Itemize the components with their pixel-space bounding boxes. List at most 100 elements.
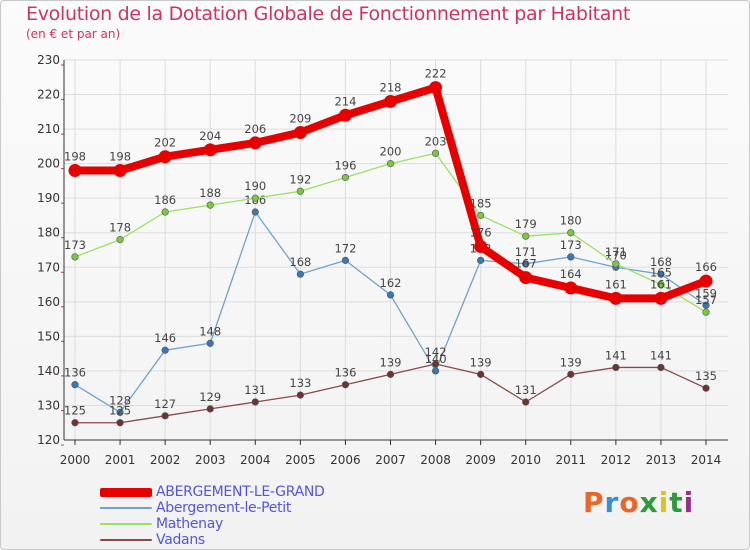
x-tick-label: 2009 bbox=[465, 453, 496, 467]
data-point-mathenay bbox=[116, 236, 124, 244]
data-label-vadans: 125 bbox=[109, 404, 131, 418]
data-point-abergement-le-petit bbox=[206, 339, 214, 347]
data-label-abergement-le-petit: 170 bbox=[605, 248, 627, 262]
data-point-abergement-le-grand bbox=[654, 291, 668, 305]
proxiti-logo: Proxiti bbox=[583, 486, 694, 519]
chart-subtitle: (en € et par an) bbox=[26, 27, 121, 41]
data-label-abergement-le-grand: 214 bbox=[334, 94, 356, 108]
data-label-mathenay: 165 bbox=[650, 266, 672, 280]
data-point-abergement-le-grand bbox=[203, 143, 217, 157]
x-tick-label: 2006 bbox=[330, 453, 361, 467]
legend-swatch bbox=[100, 487, 152, 497]
data-point-abergement-le-petit bbox=[702, 301, 710, 309]
data-point-mathenay bbox=[567, 229, 575, 237]
legend-label: ABERGEMENT-LE-GRAND bbox=[156, 484, 325, 500]
y-tick-label: 150 bbox=[37, 329, 60, 343]
data-label-vadans: 131 bbox=[515, 383, 537, 397]
data-label-abergement-le-petit: 168 bbox=[650, 255, 672, 269]
data-point-mathenay bbox=[341, 173, 350, 182]
data-point-vadans bbox=[386, 370, 395, 378]
y-tick-label: 140 bbox=[37, 364, 60, 378]
data-label-abergement-le-grand: 166 bbox=[695, 260, 717, 274]
data-point-mathenay bbox=[431, 149, 440, 157]
data-point-mathenay bbox=[386, 160, 395, 168]
data-label-abergement-le-grand: 164 bbox=[560, 267, 582, 281]
data-label-mathenay: 186 bbox=[154, 193, 176, 207]
legend-swatch bbox=[100, 523, 152, 525]
data-label-mathenay: 178 bbox=[109, 221, 131, 235]
data-label-abergement-le-grand: 206 bbox=[244, 122, 266, 136]
data-point-abergement-le-grand bbox=[248, 136, 262, 150]
data-point-mathenay bbox=[296, 187, 304, 195]
data-label-abergement-le-grand: 209 bbox=[289, 112, 311, 126]
y-tick-label: 160 bbox=[37, 295, 60, 309]
legend-swatch bbox=[100, 507, 152, 509]
data-label-mathenay: 185 bbox=[470, 196, 492, 210]
logo-letter: i bbox=[658, 486, 670, 519]
data-label-abergement-le-grand: 198 bbox=[109, 150, 131, 164]
data-label-abergement-le-petit: 148 bbox=[199, 324, 221, 338]
data-point-abergement-le-grand bbox=[338, 108, 352, 122]
y-tick-label: 210 bbox=[37, 122, 60, 136]
logo-letter: t bbox=[669, 486, 684, 519]
y-tick-label: 230 bbox=[37, 53, 60, 67]
x-tick-label: 2005 bbox=[285, 453, 316, 467]
data-point-vadans bbox=[116, 419, 124, 427]
data-label-mathenay: 171 bbox=[605, 245, 627, 259]
data-point-vadans bbox=[567, 370, 575, 378]
data-point-abergement-le-grand bbox=[384, 94, 397, 108]
x-tick-label: 2001 bbox=[105, 453, 136, 467]
data-point-vadans bbox=[477, 370, 485, 378]
data-point-abergement-le-petit bbox=[71, 381, 79, 389]
data-point-vadans bbox=[341, 381, 350, 389]
data-point-vadans bbox=[522, 398, 530, 406]
data-label-abergement-le-petit: 173 bbox=[560, 238, 582, 252]
y-tick-label: 130 bbox=[37, 398, 60, 412]
data-point-abergement-le-grand bbox=[519, 271, 533, 285]
legend-label: Mathenay bbox=[156, 516, 223, 532]
data-label-vadans: 136 bbox=[334, 366, 356, 380]
data-label-abergement-le-grand: 198 bbox=[64, 150, 86, 164]
line-chart: 120 130 140 150 160 170 180 190 200 210 220 230 2000… bbox=[37, 53, 728, 467]
data-label-vadans: 127 bbox=[154, 397, 176, 411]
data-label-abergement-le-petit: 171 bbox=[515, 245, 537, 259]
x-tick-label: 2012 bbox=[601, 453, 632, 467]
data-point-vadans bbox=[296, 391, 304, 399]
logo-letter: P bbox=[583, 486, 605, 519]
data-point-vadans bbox=[71, 419, 79, 427]
data-label-vadans: 125 bbox=[64, 404, 86, 418]
data-label-mathenay: 200 bbox=[380, 145, 402, 159]
data-point-abergement-le-petit bbox=[251, 208, 259, 216]
data-label-abergement-le-petit: 162 bbox=[380, 276, 402, 290]
logo-letter: x bbox=[639, 486, 659, 519]
data-point-abergement-le-petit bbox=[657, 270, 665, 278]
data-point-vadans bbox=[431, 360, 440, 368]
data-label-abergement-le-petit: 146 bbox=[154, 331, 176, 345]
legend-label: Abergement-le-Petit bbox=[156, 500, 292, 516]
data-point-abergement-le-grand bbox=[474, 240, 488, 254]
data-point-abergement-le-petit bbox=[431, 367, 440, 375]
data-point-vadans bbox=[702, 384, 710, 392]
data-label-abergement-le-petit: 128 bbox=[109, 393, 131, 407]
y-tick-label: 170 bbox=[37, 260, 60, 274]
data-point-vadans bbox=[612, 363, 620, 372]
y-tick-label: 220 bbox=[37, 88, 60, 102]
data-label-abergement-le-grand: 176 bbox=[470, 226, 492, 240]
data-point-mathenay bbox=[477, 211, 485, 220]
data-point-mathenay bbox=[71, 253, 79, 261]
y-tick-label: 190 bbox=[37, 191, 60, 205]
x-tick-label: 2000 bbox=[60, 453, 91, 467]
data-point-abergement-le-grand bbox=[158, 150, 172, 164]
data-point-abergement-le-grand bbox=[113, 164, 127, 178]
data-point-abergement-le-petit bbox=[386, 291, 395, 299]
data-point-mathenay bbox=[206, 201, 214, 209]
data-label-vadans: 139 bbox=[470, 355, 492, 369]
data-label-vadans: 133 bbox=[289, 376, 311, 390]
data-label-abergement-le-grand: 167 bbox=[515, 257, 537, 271]
x-tick-label: 2014 bbox=[691, 453, 722, 467]
data-point-mathenay bbox=[702, 308, 710, 316]
data-point-abergement-le-grand bbox=[68, 164, 82, 178]
data-label-abergement-le-petit: 172 bbox=[334, 241, 356, 255]
data-label-vadans: 142 bbox=[425, 345, 447, 359]
data-label-mathenay: 192 bbox=[289, 172, 311, 186]
